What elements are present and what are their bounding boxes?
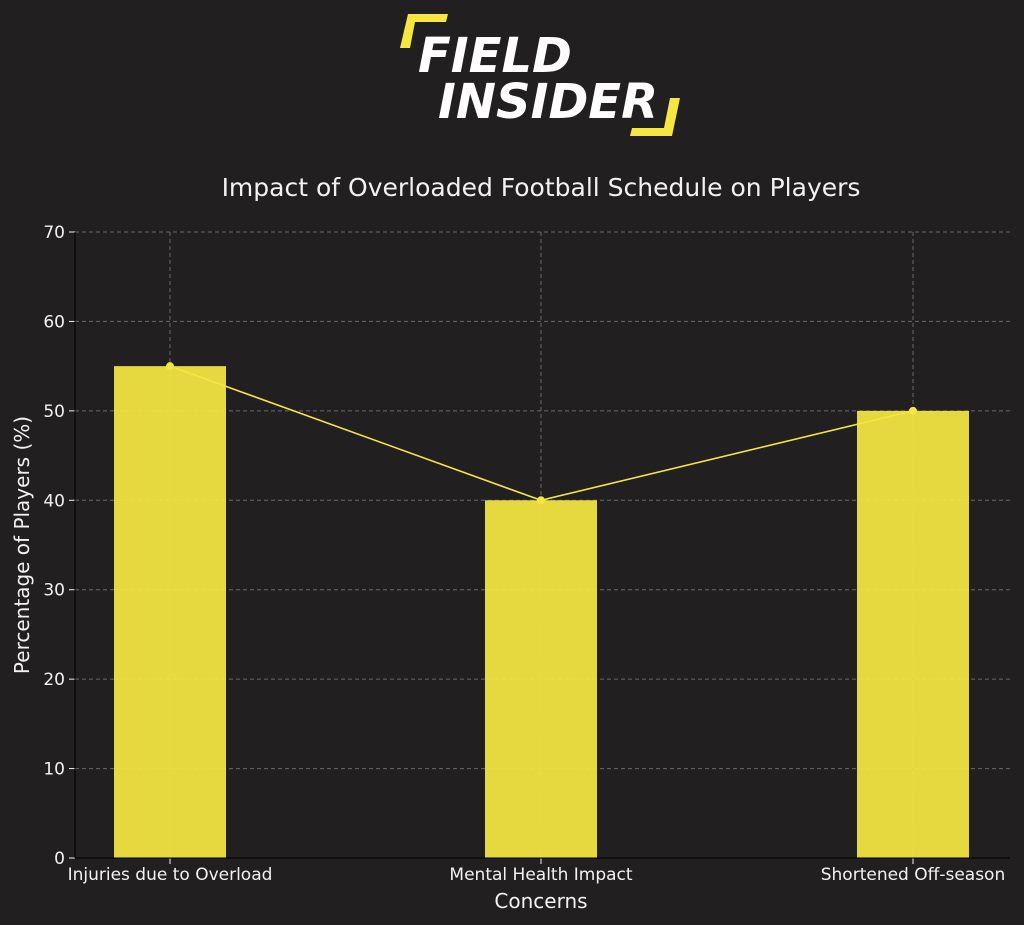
logo-line-2: INSIDER [438,74,658,130]
y-tick-label: 40 [43,491,65,511]
y-tick-label: 20 [43,670,65,690]
logo-bracket-bottom-right [630,98,680,136]
trend-point-3 [909,406,917,415]
trend-point-1 [166,362,174,371]
logo-line-1: FIELD [418,28,572,84]
trend-line [166,362,917,505]
y-tick-label: 50 [43,402,65,422]
y-axis-label: Percentage of Players (%) [10,416,34,674]
x-tick-label: Shortened Off-season [821,865,1006,885]
y-tick-label: 0 [54,849,65,869]
bar-1 [114,366,226,858]
x-tick-label: Injuries due to Overload [68,865,273,885]
x-tick-label: Mental Health Impact [449,865,632,885]
trend-point-2 [537,496,545,505]
x-axis-label: Concerns [494,889,587,913]
chart-title: Impact of Overloaded Football Schedule o… [222,173,861,202]
y-tick-label: 10 [43,760,65,780]
axes: 0 10 20 30 40 50 60 70 Injuries due to Overload M… [43,223,1010,885]
y-tick-label: 30 [43,581,65,601]
bar-2 [485,500,597,858]
bars [114,366,969,858]
field-insider-logo: FIELD INSIDER [400,14,680,136]
y-tick-label: 60 [43,312,65,332]
y-tick-label: 70 [43,223,65,243]
bar-3 [857,410,969,858]
logo-bracket-top-left [400,14,448,48]
